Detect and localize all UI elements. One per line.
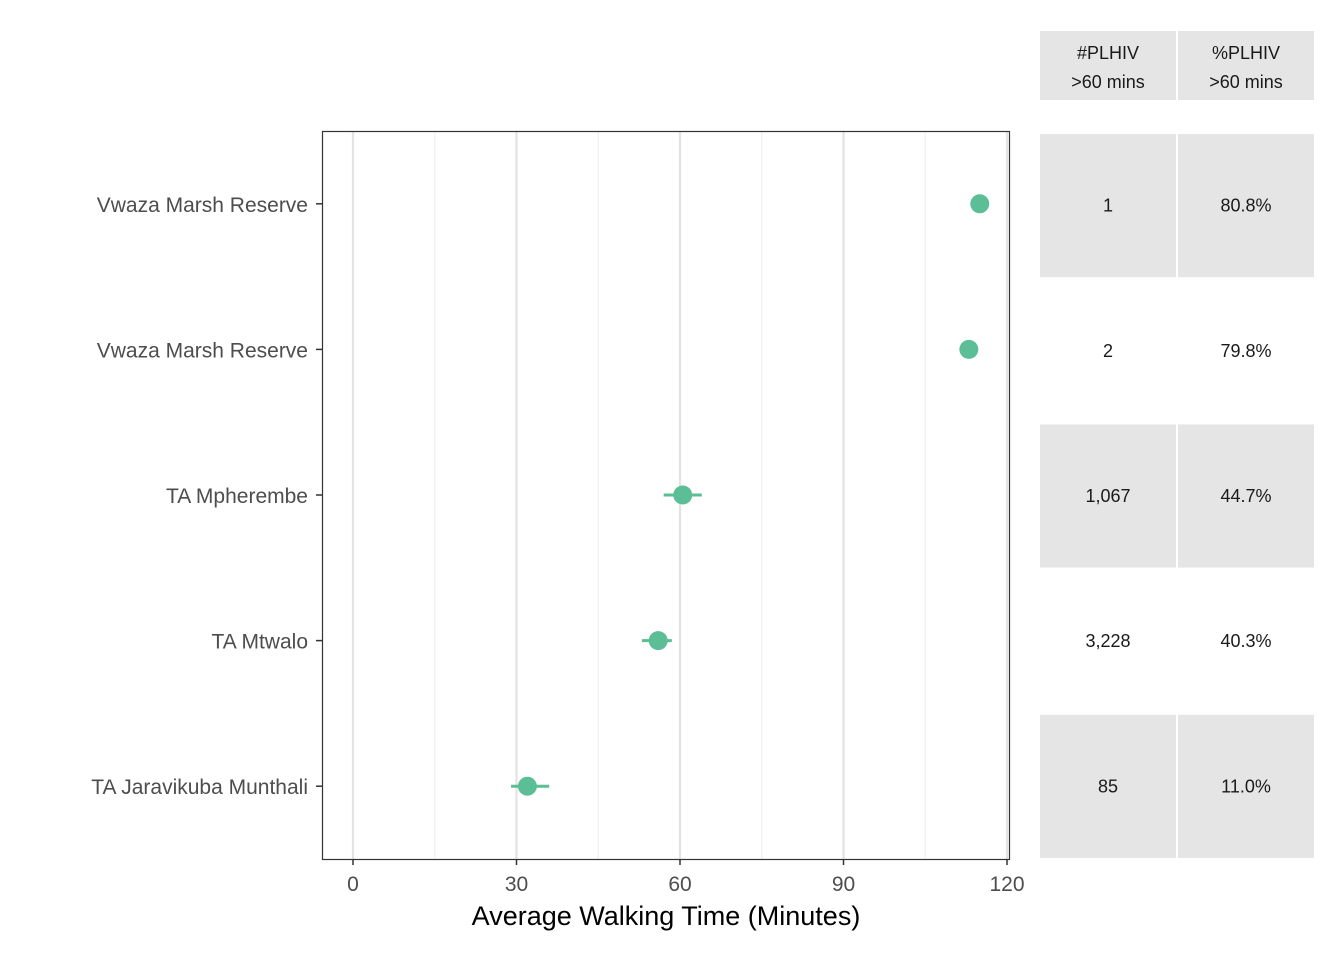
y-tick-label: Vwaza Marsh Reserve (97, 194, 308, 217)
data-point (959, 339, 979, 359)
y-tick-label: TA Mtwalo (212, 631, 308, 654)
table-cell-background (1040, 134, 1176, 278)
data-point (673, 485, 693, 505)
table-header-line2: >60 mins (1071, 72, 1145, 92)
x-tick-label: 90 (832, 873, 855, 896)
summary-table: #PLHIV >60 mins %PLHIV >60 mins 1 80.8% 2 79.8%… (1040, 31, 1314, 858)
data-point (648, 631, 668, 651)
table-header-line2: >60 mins (1209, 72, 1283, 92)
table-header-line1: #PLHIV (1077, 43, 1139, 63)
table-cell-background (1178, 424, 1314, 568)
table-cell-percent: 79.8% (1220, 341, 1271, 361)
table-cell-percent: 44.7% (1220, 486, 1271, 506)
table-header-cell (1040, 31, 1176, 100)
table-cell-count: 1,067 (1085, 486, 1130, 506)
table-cell-background (1178, 714, 1314, 858)
y-tick-label: TA Jaravikuba Munthali (91, 776, 308, 799)
data-points (517, 194, 990, 796)
x-axis: 0 30 60 90 120 (347, 859, 1025, 896)
table-cell-percent: 11.0% (1221, 776, 1271, 796)
x-tick-label: 30 (505, 873, 528, 896)
table-cell-percent: 40.3% (1220, 631, 1271, 651)
y-tick-label: TA Mpherembe (166, 485, 308, 508)
plot-panel-border (321, 130, 1011, 861)
table-cell-count: 2 (1103, 341, 1113, 361)
data-point (517, 776, 537, 796)
error-bars (511, 493, 702, 788)
table-cell-count: 85 (1098, 776, 1118, 796)
table-cell-background (1040, 714, 1176, 858)
data-point (970, 194, 990, 214)
x-tick-label: 120 (989, 873, 1024, 896)
table-header-cell (1178, 31, 1314, 100)
y-tick-label: Vwaza Marsh Reserve (97, 339, 308, 362)
table-cell-count: 1 (1103, 196, 1113, 216)
x-tick-label: 0 (347, 873, 359, 896)
y-axis: Vwaza Marsh Reserve Vwaza Marsh Reserve TA… (91, 194, 322, 799)
x-axis-title: Average Walking Time (Minutes) (472, 901, 861, 931)
table-cell-background (1040, 424, 1176, 568)
table-header-line1: %PLHIV (1212, 43, 1280, 63)
table-cell-background (1178, 134, 1314, 278)
x-tick-label: 60 (668, 873, 691, 896)
table-cell-percent: 80.8% (1220, 196, 1271, 216)
table-cell-count: 3,228 (1085, 631, 1130, 651)
